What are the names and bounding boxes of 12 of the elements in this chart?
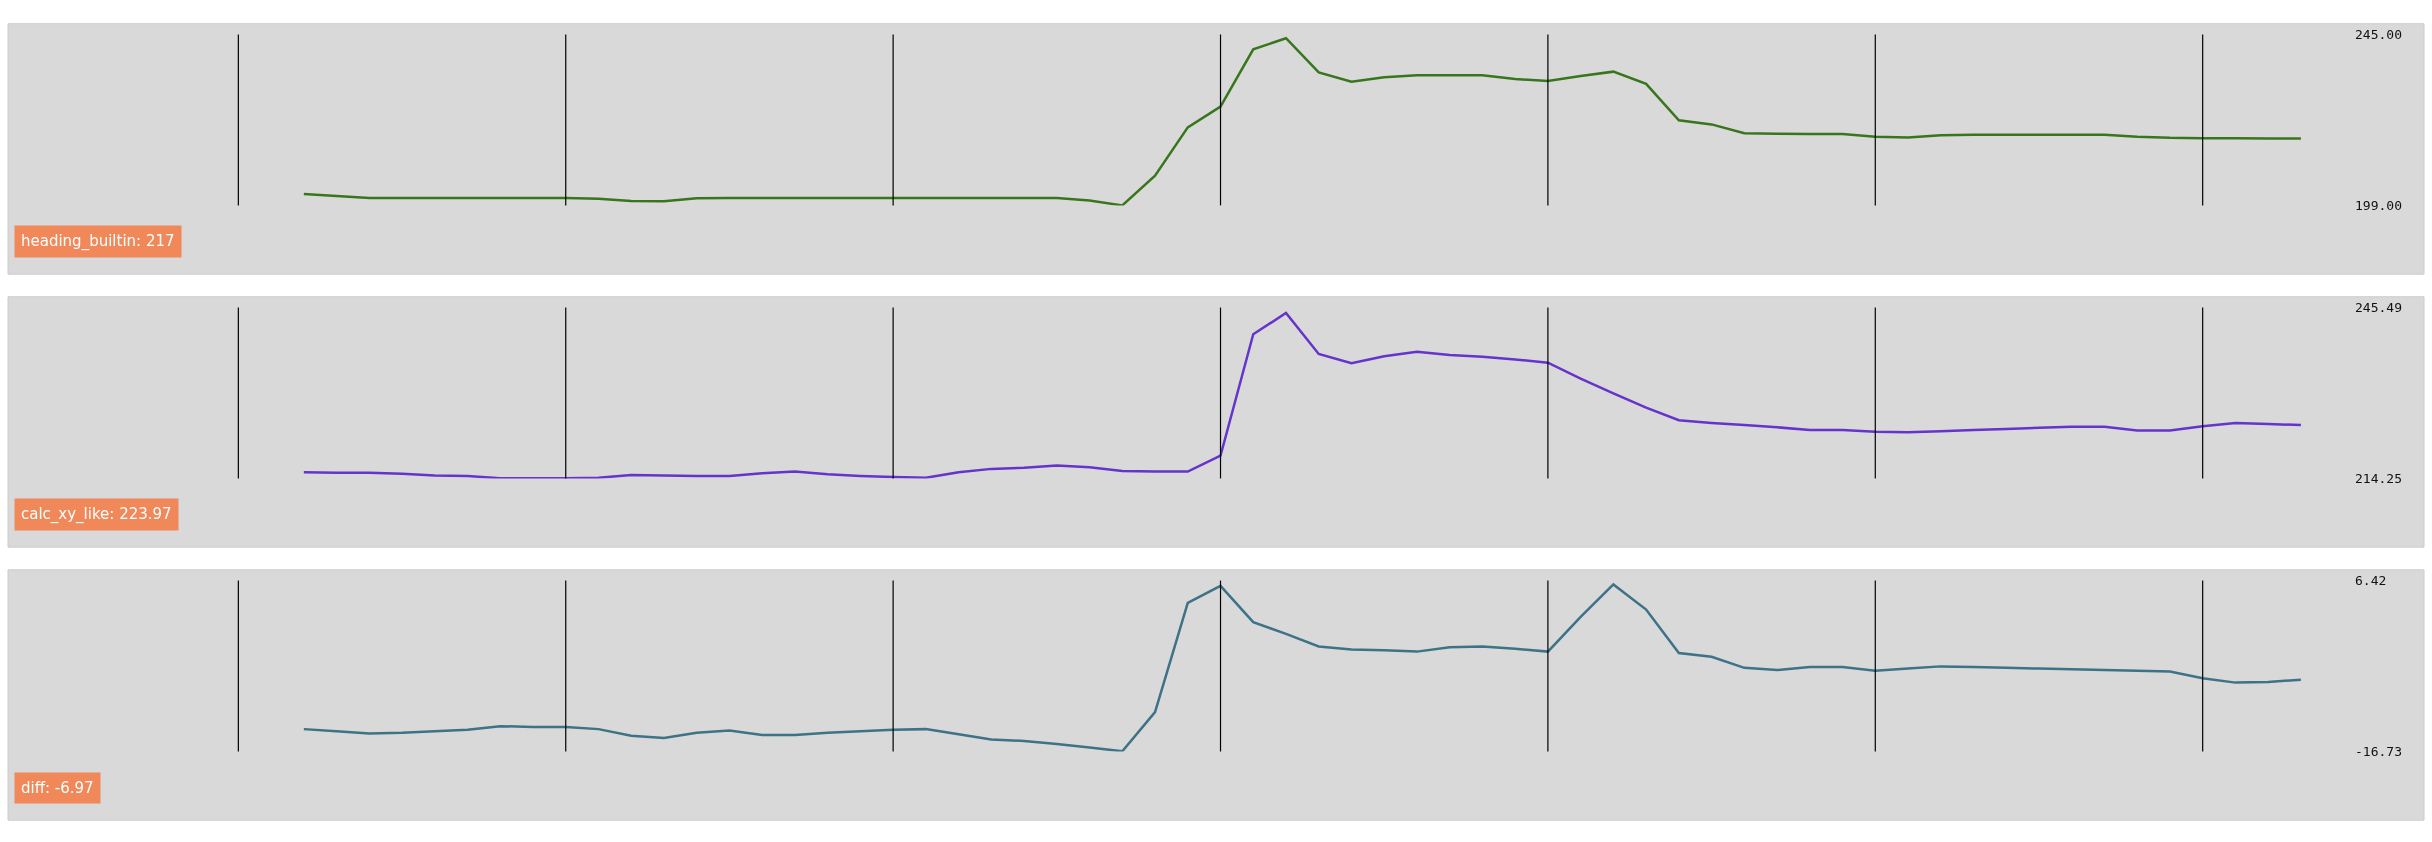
line-series	[302, 311, 2303, 479]
y-tick-label: 214.25	[2355, 471, 2402, 486]
line-series	[302, 583, 2303, 752]
text: calc_xy_like: 223.97	[21, 505, 172, 524]
text: diff: -6.97	[21, 779, 94, 797]
y-tick-label: 6.42	[2355, 573, 2387, 589]
y-tick-label: 245.00	[2355, 27, 2402, 43]
text: heading_builtin: 217	[21, 232, 175, 251]
y-tick-label: -16.73	[2355, 744, 2402, 760]
line-series	[302, 36, 2303, 206]
y-tick-label: 245.49	[2355, 300, 2402, 316]
y-tick-label: 199.00	[2355, 197, 2402, 213]
